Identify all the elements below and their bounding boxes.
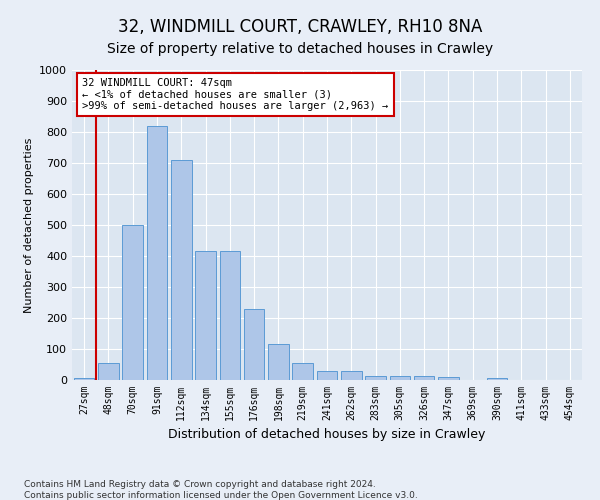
Bar <box>389 376 410 380</box>
Bar <box>220 252 240 380</box>
Bar <box>244 308 265 380</box>
Bar <box>195 252 216 380</box>
Bar <box>268 344 289 380</box>
Text: Contains HM Land Registry data © Crown copyright and database right 2024.
Contai: Contains HM Land Registry data © Crown c… <box>24 480 418 500</box>
Bar <box>122 225 143 380</box>
Bar <box>414 376 434 380</box>
Bar <box>341 370 362 380</box>
Bar <box>292 363 313 380</box>
Bar <box>74 378 94 380</box>
Text: Size of property relative to detached houses in Crawley: Size of property relative to detached ho… <box>107 42 493 56</box>
Bar <box>98 363 119 380</box>
Bar <box>171 160 191 380</box>
Y-axis label: Number of detached properties: Number of detached properties <box>23 138 34 312</box>
Text: 32, WINDMILL COURT, CRAWLEY, RH10 8NA: 32, WINDMILL COURT, CRAWLEY, RH10 8NA <box>118 18 482 36</box>
Bar <box>487 378 508 380</box>
X-axis label: Distribution of detached houses by size in Crawley: Distribution of detached houses by size … <box>169 428 485 442</box>
Bar <box>365 376 386 380</box>
Text: 32 WINDMILL COURT: 47sqm
← <1% of detached houses are smaller (3)
>99% of semi-d: 32 WINDMILL COURT: 47sqm ← <1% of detach… <box>82 78 388 111</box>
Bar <box>146 126 167 380</box>
Bar <box>438 377 459 380</box>
Bar <box>317 370 337 380</box>
